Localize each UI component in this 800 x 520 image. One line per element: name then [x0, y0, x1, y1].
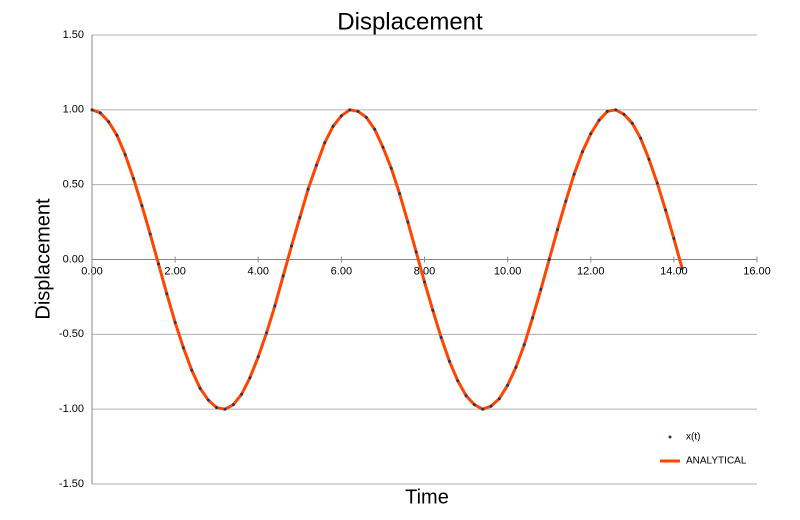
data-point [331, 124, 335, 128]
analytical-line [91, 108, 684, 411]
y-tick-label: 1.00 [63, 104, 84, 116]
data-point [547, 258, 551, 261]
legend-marker [668, 435, 672, 439]
data-point [614, 108, 618, 112]
data-point [206, 398, 210, 402]
data-point [215, 406, 219, 410]
data-point [497, 397, 501, 401]
data-point [406, 220, 410, 224]
x-tick-label: 14.00 [660, 265, 688, 277]
data-point [539, 287, 543, 291]
x-tick-label: 10.00 [494, 265, 522, 277]
data-point [181, 346, 185, 350]
data-point [290, 244, 293, 248]
y-tick-label: -1.50 [59, 478, 84, 490]
data-point [630, 121, 634, 125]
data-point [306, 187, 310, 191]
data-point [173, 320, 177, 324]
data-point [165, 292, 169, 296]
data-point [456, 379, 460, 383]
data-point [256, 355, 260, 359]
y-tick-label: -1.00 [59, 403, 84, 415]
y-tick-label: -0.50 [59, 328, 84, 340]
data-point [647, 157, 651, 161]
data-point [423, 280, 426, 284]
data-point [298, 216, 302, 220]
data-point [472, 403, 476, 407]
data-point [323, 141, 327, 145]
data-point [148, 232, 152, 236]
data-point [157, 262, 160, 266]
data-point [605, 109, 609, 113]
data-point [556, 228, 559, 232]
x-tick-label: 6.00 [331, 265, 352, 277]
data-point [506, 383, 510, 387]
data-point [348, 108, 352, 112]
data-point [356, 109, 360, 113]
data-point [223, 407, 227, 411]
data-point [489, 404, 493, 408]
data-point [314, 163, 318, 167]
data-point [564, 199, 568, 203]
data-point [240, 392, 244, 396]
data-point [431, 308, 435, 312]
data-point [481, 407, 485, 411]
data-point [90, 108, 94, 112]
data-point [281, 274, 285, 278]
x-tick-label: 8.00 [414, 265, 435, 277]
data-point [680, 266, 684, 270]
y-tick-label: 0.00 [63, 253, 84, 265]
data-point [123, 153, 127, 157]
data-point [580, 150, 584, 154]
data-point [447, 359, 451, 363]
data-point [364, 115, 368, 119]
x-tick-label: 16.00 [743, 265, 771, 277]
y-axis-label: Displacement [32, 198, 54, 320]
data-point [98, 111, 102, 115]
data-point [439, 335, 443, 339]
x-tick-label: 2.00 [164, 265, 185, 277]
data-point [265, 331, 269, 335]
data-point [589, 132, 593, 136]
data-point [190, 368, 194, 372]
data-point [132, 177, 136, 181]
data-point [248, 376, 252, 380]
x-tick-label: 12.00 [577, 265, 605, 277]
y-tick-label: 0.50 [63, 179, 84, 191]
data-point [115, 133, 119, 137]
data-point [572, 172, 576, 176]
data-point [414, 250, 418, 254]
legend-label: ANALYTICAL [686, 456, 747, 467]
data-point [398, 192, 402, 196]
data-point [664, 208, 668, 212]
chart-title: Displacement [337, 8, 483, 35]
data-point [231, 403, 235, 407]
data-point [198, 386, 202, 390]
data-point [464, 394, 468, 398]
data-point [672, 237, 676, 241]
data-point [622, 112, 626, 116]
data-point [273, 304, 277, 308]
data-point [389, 166, 393, 170]
data-point [140, 204, 144, 208]
x-axis-label: Time [405, 486, 449, 508]
data-point [522, 343, 526, 347]
data-point [339, 114, 343, 118]
data-point [639, 136, 643, 140]
data-point [514, 365, 518, 369]
data-point [655, 181, 659, 185]
data-point [373, 127, 377, 131]
data-point [531, 316, 535, 320]
data-point [381, 145, 385, 149]
data-point [597, 118, 601, 122]
legend-label: x(t) [686, 432, 700, 443]
y-tick-label: 1.50 [63, 29, 84, 41]
x-tick-label: 4.00 [248, 265, 269, 277]
data-point [107, 120, 111, 124]
